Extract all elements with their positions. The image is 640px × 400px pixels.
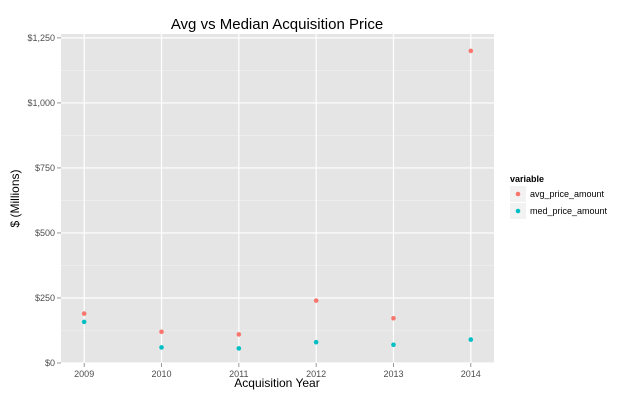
y-axis-ticks: $0 $250 $500 $750 $1,000 $1,250 — [27, 33, 61, 368]
point-med_price_amount-2009 — [81, 319, 87, 325]
chart-title: Avg vs Median Acquisition Price — [171, 16, 383, 33]
y-tick-label: $750 — [35, 163, 55, 173]
point-avg_price_amount-2012 — [313, 298, 319, 303]
point-avg_price_amount-2010 — [159, 329, 164, 335]
y-tick-label: $1,250 — [27, 33, 55, 43]
plot-panel — [61, 34, 494, 363]
y-tick-label: $250 — [35, 293, 55, 303]
legend-key-avg_price_amount — [515, 191, 521, 197]
point-avg_price_amount-2013 — [391, 315, 396, 321]
point-avg_price_amount-2011 — [236, 332, 242, 337]
x-tick-label: 2009 — [74, 369, 94, 379]
legend-label-med_price_amount: med_price_amount — [530, 206, 608, 216]
point-med_price_amount-2010 — [159, 345, 164, 350]
point-med_price_amount-2013 — [391, 342, 396, 348]
legend-key-med_price_amount — [515, 208, 521, 214]
y-tick-label: $500 — [35, 228, 55, 238]
x-axis-ticks: 2009 2010 2011 2012 2013 2014 — [74, 363, 481, 379]
legend-label-avg_price_amount: avg_price_amount — [530, 189, 605, 199]
x-tick-label: 2013 — [383, 369, 403, 379]
legend-title: variable — [510, 174, 544, 184]
y-tick-label: $0 — [45, 358, 55, 368]
legend: variable avg_price_amount med_price_amoun… — [510, 174, 608, 219]
x-tick-label: 2010 — [152, 369, 172, 379]
x-tick-label: 2011 — [229, 369, 248, 379]
data-points — [81, 48, 474, 351]
point-med_price_amount-2011 — [236, 346, 242, 351]
y-axis-title: $ (Millions) — [8, 169, 22, 227]
point-med_price_amount-2014 — [468, 337, 474, 342]
y-tick-label: $1,000 — [27, 98, 55, 108]
point-avg_price_amount-2014 — [468, 48, 474, 54]
x-tick-label: 2012 — [306, 369, 326, 379]
grid-major — [61, 34, 494, 364]
x-tick-label: 2014 — [461, 369, 481, 379]
grid-minor — [61, 70, 494, 331]
point-avg_price_amount-2009 — [81, 311, 87, 316]
x-axis-title: Acquisition Year — [234, 376, 319, 390]
point-med_price_amount-2012 — [313, 339, 319, 345]
